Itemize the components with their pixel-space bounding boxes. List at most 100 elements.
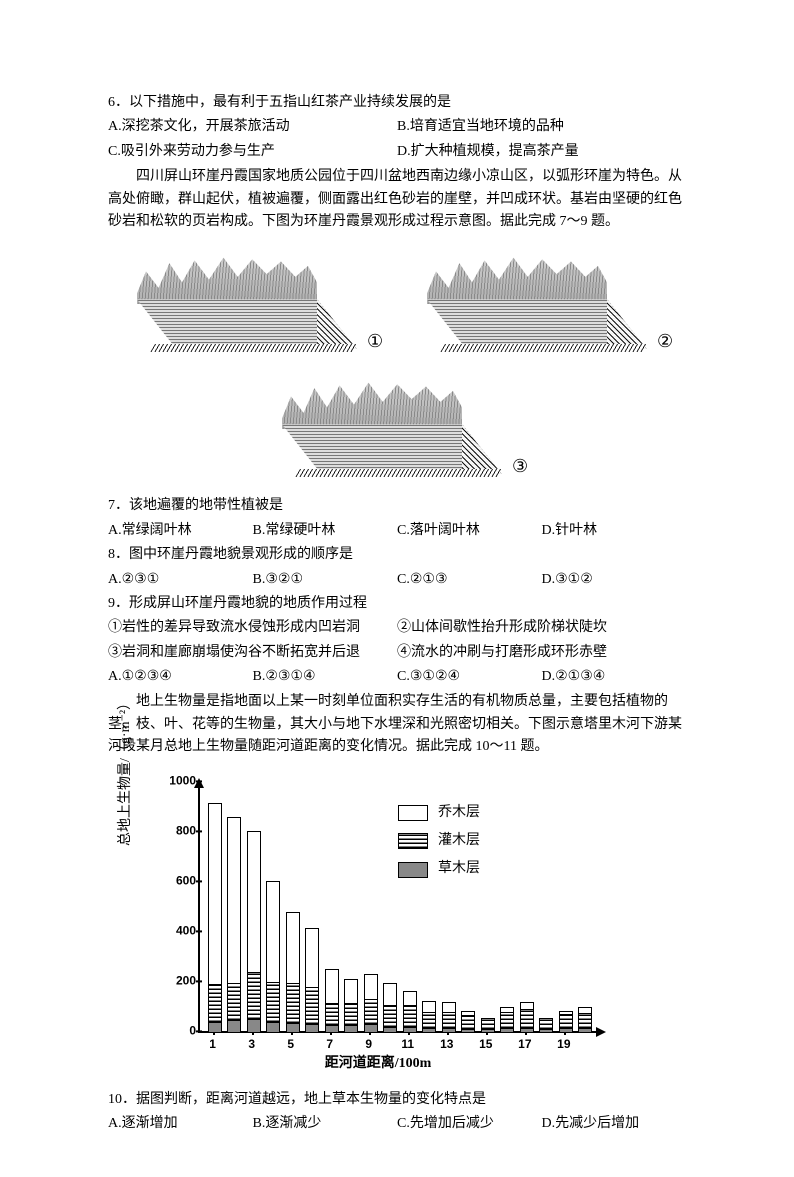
q7-optB: B.常绿硬叶林 bbox=[253, 520, 398, 542]
xtick-15: 15 bbox=[476, 1035, 496, 1054]
xtick-17: 17 bbox=[515, 1035, 535, 1054]
q9-s4: ④流水的冲刷与打磨形成环形赤壁 bbox=[397, 642, 686, 664]
q10-options: A.逐渐增加 B.逐渐减少 C.先增加后减少 D.先减少后增加 bbox=[108, 1113, 686, 1135]
bar-8-shrub bbox=[345, 1003, 357, 1026]
legend-label-shrub: 灌木层 bbox=[438, 830, 480, 852]
bar-13 bbox=[442, 1002, 456, 1031]
passage2: 地上生物量是指地面以上某一时刻单位面积实存生活的有机物质总量，主要包括植物的茎、… bbox=[108, 691, 686, 758]
xtick-7: 7 bbox=[320, 1035, 340, 1054]
xtick-11: 11 bbox=[398, 1035, 418, 1054]
q10-stem: 10．据图判断，距离河道越远，地上草本生物量的变化特点是 bbox=[108, 1089, 686, 1111]
q8-options: A.②③① B.③②① C.②①③ D.③①② bbox=[108, 569, 686, 591]
bar-12-tree bbox=[423, 1002, 435, 1012]
bar-18-herb bbox=[540, 1029, 552, 1032]
bar-7-shrub bbox=[326, 1003, 338, 1026]
bar-10 bbox=[383, 983, 397, 1031]
bar-4-tree bbox=[267, 882, 279, 982]
terrain-diagram: ① ② ③ bbox=[127, 239, 667, 489]
bar-5-herb bbox=[287, 1023, 299, 1032]
legend-swatch-shrub bbox=[398, 833, 428, 849]
q9-s3: ③岩洞和崖廊崩塌使沟谷不断拓宽并后退 bbox=[108, 642, 397, 664]
xtick-5: 5 bbox=[281, 1035, 301, 1054]
q7-options: A.常绿阔叶林 B.常绿硬叶林 C.落叶阔叶林 D.针叶林 bbox=[108, 520, 686, 542]
q9-options: A.①②③④ B.②③①④ C.③①②④ D.②①③④ bbox=[108, 666, 686, 688]
q8-optC: C.②①③ bbox=[397, 569, 542, 591]
xtick-9: 9 bbox=[359, 1035, 379, 1054]
bar-6-herb bbox=[306, 1024, 318, 1032]
bar-7 bbox=[325, 969, 339, 1030]
passage1: 四川屏山环崖丹霞国家地质公园位于四川盆地西南边缘小凉山区，以弧形环崖为特色。从高… bbox=[108, 166, 686, 233]
bar-8 bbox=[344, 979, 358, 1030]
bar-11-tree bbox=[404, 992, 416, 1006]
chart-xlabel: 距河道距离/100m bbox=[138, 1053, 618, 1075]
q7-optA: A.常绿阔叶林 bbox=[108, 520, 253, 542]
bar-19 bbox=[559, 1011, 573, 1031]
q9-optB: B.②③①④ bbox=[253, 666, 398, 688]
bar-1-shrub bbox=[209, 984, 221, 1022]
bar-10-tree bbox=[384, 984, 396, 1005]
q6-optD: D.扩大种植规模，提高茶产量 bbox=[397, 141, 686, 163]
bar-16-shrub bbox=[501, 1012, 513, 1028]
bar-19-herb bbox=[560, 1028, 572, 1032]
bar-13-herb bbox=[443, 1028, 455, 1032]
q7-optC: C.落叶阔叶林 bbox=[397, 520, 542, 542]
bar-9 bbox=[364, 974, 378, 1030]
bar-15 bbox=[481, 1018, 495, 1031]
q10-optD: D.先减少后增加 bbox=[542, 1113, 687, 1135]
xtick-19: 19 bbox=[554, 1035, 574, 1054]
q6-optA: A.深挖茶文化，开展茶旅活动 bbox=[108, 116, 397, 138]
q8-optA: A.②③① bbox=[108, 569, 253, 591]
q7-stem: 7．该地遍覆的地带性植被是 bbox=[108, 495, 686, 517]
q8-stem: 8．图中环崖丹霞地貌景观形成的顺序是 bbox=[108, 544, 686, 566]
q10-optC: C.先增加后减少 bbox=[397, 1113, 542, 1135]
bar-17-herb bbox=[521, 1028, 533, 1032]
bar-12-herb bbox=[423, 1028, 435, 1032]
bar-20 bbox=[578, 1007, 592, 1031]
bar-13-shrub bbox=[443, 1012, 455, 1028]
ytick-800: 800 bbox=[168, 821, 196, 840]
bar-17-shrub bbox=[521, 1009, 533, 1028]
terrain-2-label: ② bbox=[657, 327, 673, 356]
bar-18-shrub bbox=[540, 1019, 552, 1029]
bar-17 bbox=[520, 1002, 534, 1031]
bar-2 bbox=[227, 817, 241, 1031]
bar-7-herb bbox=[326, 1025, 338, 1031]
xtick-3: 3 bbox=[242, 1035, 262, 1054]
bar-11-shrub bbox=[404, 1005, 416, 1026]
bar-6-shrub bbox=[306, 987, 318, 1025]
bar-16 bbox=[500, 1007, 514, 1031]
bar-7-tree bbox=[326, 970, 338, 1003]
q6-options-row1: A.深挖茶文化，开展茶旅活动 B.培育适宜当地环境的品种 bbox=[108, 116, 686, 138]
q8-optB: B.③②① bbox=[253, 569, 398, 591]
bar-3-tree bbox=[248, 832, 260, 972]
bar-8-herb bbox=[345, 1025, 357, 1031]
bar-1-herb bbox=[209, 1022, 221, 1032]
bar-13-tree bbox=[443, 1003, 455, 1012]
ytick-200: 200 bbox=[168, 971, 196, 990]
terrain-1-label: ① bbox=[367, 327, 383, 356]
q9-optD: D.②①③④ bbox=[542, 666, 687, 688]
legend-label-herb: 草木层 bbox=[438, 858, 480, 880]
q8-optD: D.③①② bbox=[542, 569, 687, 591]
bar-10-herb bbox=[384, 1027, 396, 1032]
q6-optB: B.培育适宜当地环境的品种 bbox=[397, 116, 686, 138]
bar-3-shrub bbox=[248, 972, 260, 1020]
bar-18 bbox=[539, 1018, 553, 1031]
chart-ylabel: 总地上生物量/（g·m⁻²） bbox=[115, 696, 137, 846]
bar-6 bbox=[305, 928, 319, 1031]
bar-14-shrub bbox=[462, 1015, 474, 1029]
bar-9-herb bbox=[365, 1024, 377, 1032]
bar-8-tree bbox=[345, 980, 357, 1003]
xtick-13: 13 bbox=[437, 1035, 457, 1054]
bar-12-shrub bbox=[423, 1012, 435, 1028]
ytick-600: 600 bbox=[168, 871, 196, 890]
bar-4-herb bbox=[267, 1022, 279, 1032]
bar-12 bbox=[422, 1001, 436, 1031]
bar-10-shrub bbox=[384, 1005, 396, 1026]
q9-s2: ②山体间歇性抬升形成阶梯状陡坎 bbox=[397, 617, 686, 639]
chart-legend: 乔木层 灌木层 草木层 bbox=[398, 796, 480, 887]
xtick-1: 1 bbox=[203, 1035, 223, 1054]
q10-optA: A.逐渐增加 bbox=[108, 1113, 253, 1135]
bar-5-shrub bbox=[287, 983, 299, 1023]
bar-5 bbox=[286, 912, 300, 1031]
